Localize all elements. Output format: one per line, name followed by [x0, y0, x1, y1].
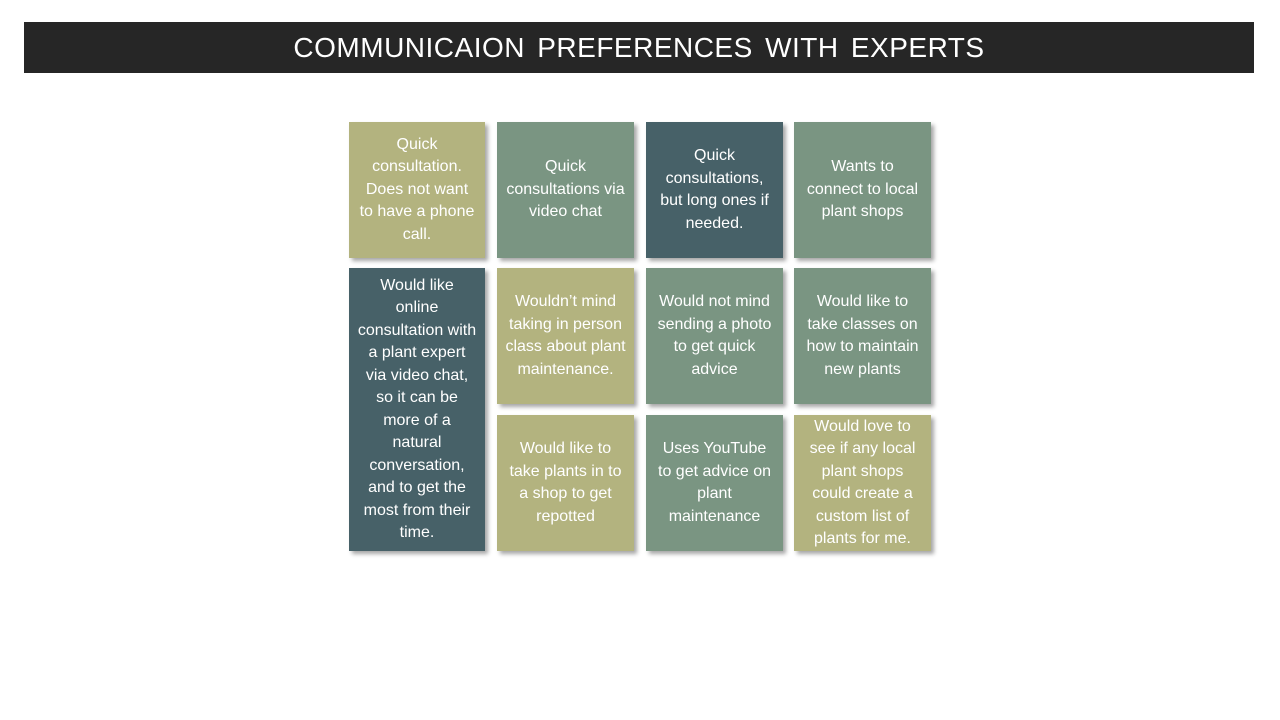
- sticky-note-text: Would like to take classes on how to mai…: [806, 293, 919, 378]
- sticky-note: Would like to take plants in to a shop t…: [497, 415, 634, 551]
- sticky-note: Uses YouTube to get advice on plant main…: [646, 415, 783, 551]
- slide-title: COMMUNICAION PREFERENCES WITH EXPERTS: [293, 31, 985, 63]
- sticky-note-text: Would love to see if any local plant sho…: [809, 417, 916, 548]
- sticky-note: Would love to see if any local plant sho…: [794, 415, 931, 551]
- sticky-note-text: Would like to take plants in to a shop t…: [509, 440, 622, 525]
- sticky-note-text: Quick consultations via video chat: [506, 158, 625, 221]
- sticky-note-text: Quick consultations, but long ones if ne…: [660, 147, 769, 232]
- title-bar: COMMUNICAION PREFERENCES WITH EXPERTS: [24, 22, 1254, 73]
- sticky-note: Quick consultation. Does not want to hav…: [349, 122, 485, 258]
- sticky-note: Would not mind sending a photo to get qu…: [646, 268, 783, 404]
- sticky-note: Quick consultations, but long ones if ne…: [646, 122, 783, 258]
- sticky-note-text: Wouldn’t mind taking in person class abo…: [505, 293, 626, 378]
- sticky-note: Would like online consultation with a pl…: [349, 268, 485, 551]
- sticky-note-text: Would like online consultation with a pl…: [357, 276, 477, 542]
- sticky-note: Wants to connect to local plant shops: [794, 122, 931, 258]
- sticky-note-text: Wants to connect to local plant shops: [806, 158, 919, 221]
- sticky-note-text: Quick consultation. Does not want to hav…: [359, 135, 475, 243]
- sticky-note-text: Would not mind sending a photo to get qu…: [657, 293, 772, 378]
- sticky-note-text: Uses YouTube to get advice on plant main…: [658, 440, 771, 525]
- sticky-note: Wouldn’t mind taking in person class abo…: [497, 268, 634, 404]
- sticky-note: Would like to take classes on how to mai…: [794, 268, 931, 404]
- sticky-note: Quick consultations via video chat: [497, 122, 634, 258]
